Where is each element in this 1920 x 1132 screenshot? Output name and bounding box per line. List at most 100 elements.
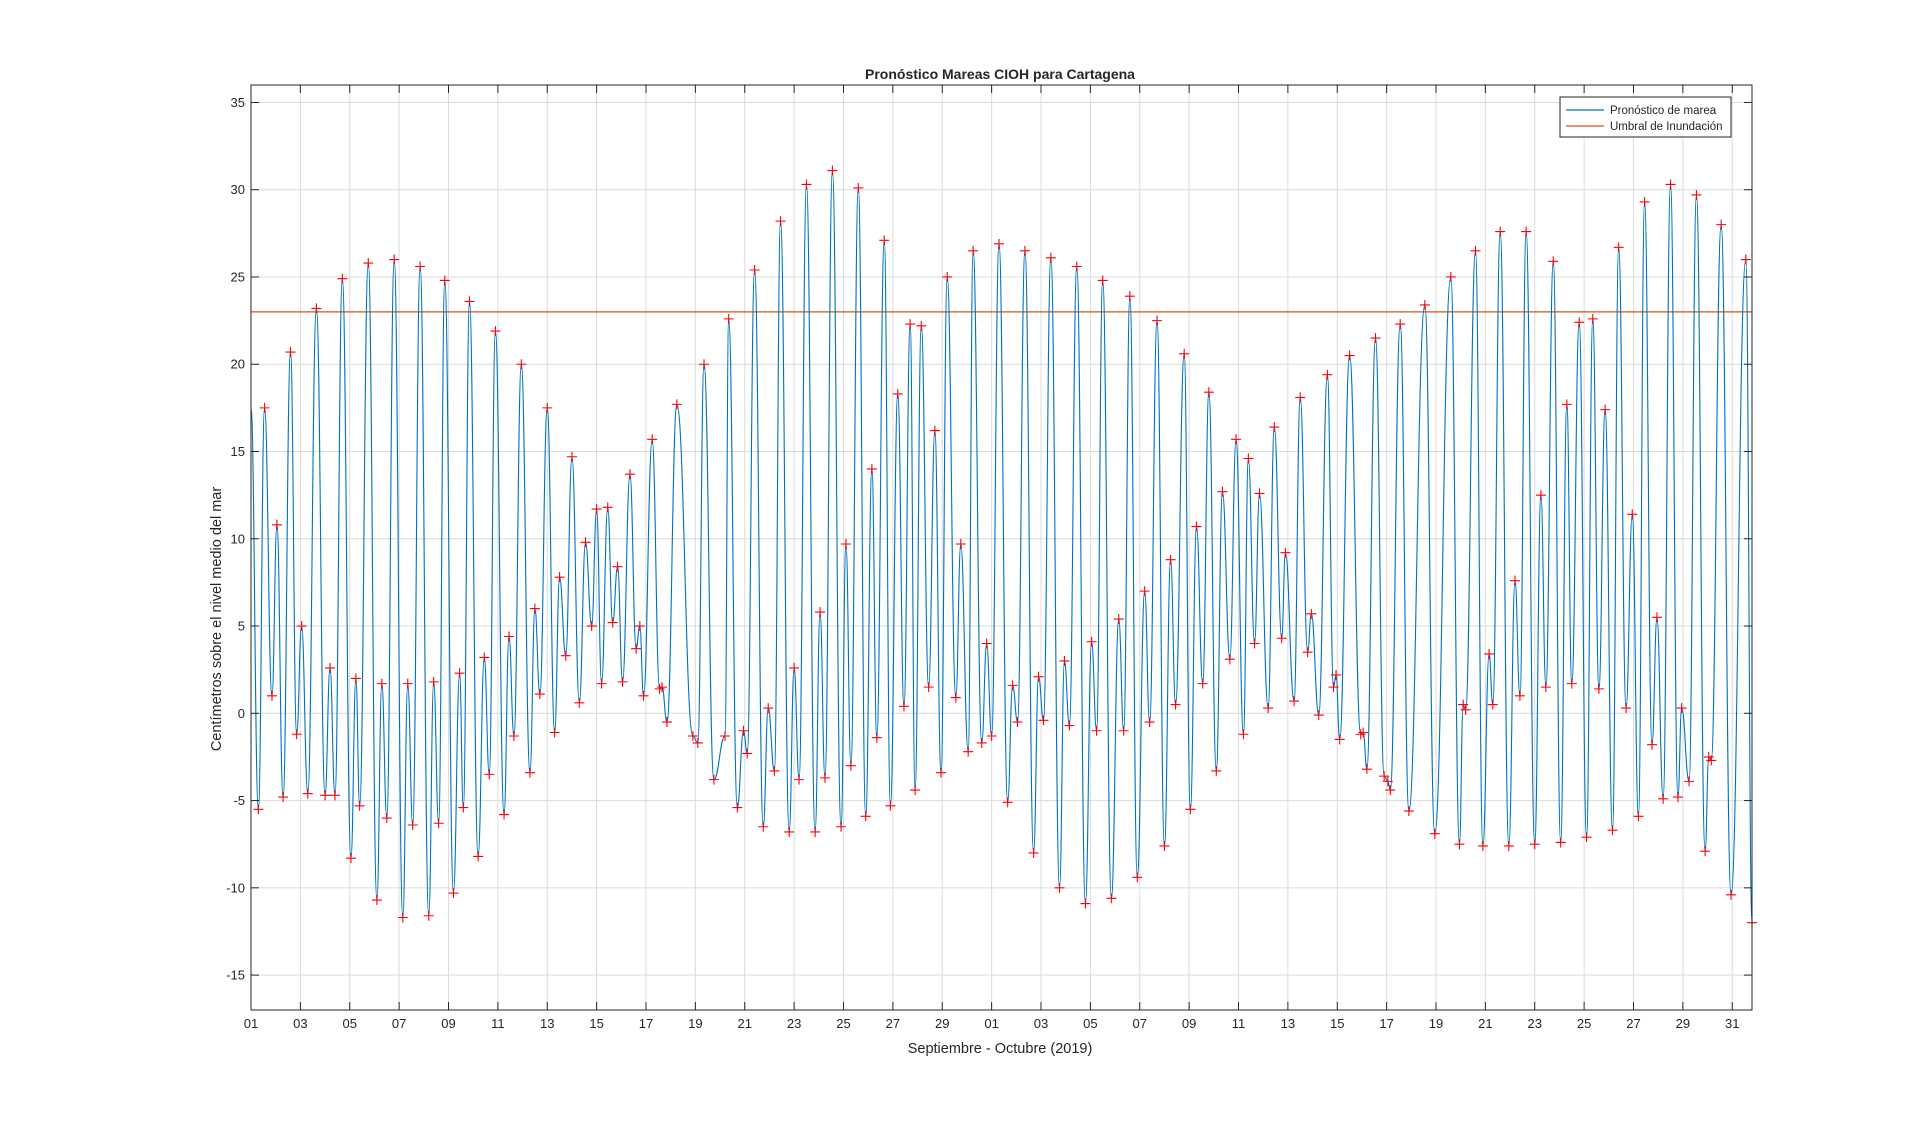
extremum-marker	[560, 650, 571, 661]
extremum-marker	[1132, 872, 1143, 883]
y-tick-label: -15	[226, 968, 245, 983]
extremum-marker	[1045, 252, 1056, 263]
extremum-marker	[1514, 690, 1525, 701]
extremum-marker	[1627, 509, 1638, 520]
extremum-marker	[1361, 764, 1372, 775]
extremum-marker	[1593, 683, 1604, 694]
x-tick-label: 23	[787, 1016, 801, 1031]
extremum-marker	[1238, 729, 1249, 740]
extremum-marker	[1249, 638, 1260, 649]
y-tick-label: 0	[238, 706, 245, 721]
extremum-marker	[1379, 771, 1390, 782]
extremum-marker	[596, 678, 607, 689]
extremum-marker	[591, 504, 602, 515]
extremum-marker	[1217, 486, 1228, 497]
extremum-marker	[866, 463, 877, 474]
extremum-marker	[1344, 350, 1355, 361]
extremum-marker	[692, 737, 703, 748]
extremum-marker	[1059, 655, 1070, 666]
x-tick-label: 13	[1281, 1016, 1295, 1031]
extremum-marker	[1529, 839, 1540, 850]
y-tick-label: 30	[231, 182, 245, 197]
extremum-marker	[397, 912, 408, 923]
extremum-marker	[363, 258, 374, 269]
extremum-marker	[1191, 521, 1202, 532]
extremum-marker	[291, 729, 302, 740]
extremum-marker	[1197, 678, 1208, 689]
extremum-marker	[1243, 453, 1254, 464]
extremum-marker	[1185, 804, 1196, 815]
extremum-marker	[942, 271, 953, 282]
extremum-marker	[484, 769, 495, 780]
x-tick-label: 01	[244, 1016, 258, 1031]
extremum-marker	[1607, 825, 1618, 836]
extremum-marker	[742, 748, 753, 759]
extremum-marker	[1334, 734, 1345, 745]
x-tick-label: 25	[836, 1016, 850, 1031]
extremum-marker	[586, 621, 597, 632]
x-tick-label: 31	[1725, 1016, 1739, 1031]
extremum-marker	[1152, 315, 1163, 326]
extremum-marker	[840, 539, 851, 550]
extremum-marker	[448, 888, 459, 899]
extremum-marker	[950, 692, 961, 703]
x-tick-label: 27	[1626, 1016, 1640, 1031]
extremum-marker	[1700, 846, 1711, 857]
extremum-marker	[554, 572, 565, 583]
extremum-marker	[574, 697, 585, 708]
extremum-marker	[1521, 226, 1532, 237]
extremum-marker	[1113, 614, 1124, 625]
extremum-marker	[1458, 699, 1469, 710]
extremum-marker	[1535, 490, 1546, 501]
tide-forecast-line	[250, 169, 1753, 924]
y-tick-label: -10	[226, 880, 245, 895]
x-tick-label: 07	[392, 1016, 406, 1031]
extremum-marker	[1487, 699, 1498, 710]
extremum-marker	[1019, 245, 1030, 256]
extremum-marker	[253, 804, 264, 815]
extremum-marker	[819, 772, 830, 783]
extremum-marker	[337, 273, 348, 284]
extremum-marker	[580, 537, 591, 548]
extremum-marker	[699, 359, 710, 370]
extremum-marker	[490, 326, 501, 337]
extremum-marker	[1639, 196, 1650, 207]
extremum-marker	[566, 451, 577, 462]
extremum-marker	[266, 690, 277, 701]
extremum-marker	[371, 895, 382, 906]
extremum-marker	[1370, 333, 1381, 344]
extremum-marker	[657, 682, 668, 693]
extremum-marker	[1561, 399, 1572, 410]
extremum-marker	[549, 727, 560, 738]
extremum-marker	[1144, 717, 1155, 728]
extremum-marker	[1706, 755, 1717, 766]
extremum-marker	[1540, 682, 1551, 693]
y-tick-label: 35	[231, 95, 245, 110]
extremum-marker	[1403, 806, 1414, 817]
x-tick-label: 27	[886, 1016, 900, 1031]
extremum-marker	[278, 792, 289, 803]
extremum-marker	[885, 800, 896, 811]
x-tick-label: 01	[984, 1016, 998, 1031]
extremum-marker	[1676, 703, 1687, 714]
extremum-marker	[1684, 776, 1695, 787]
x-tick-label: 09	[1182, 1016, 1196, 1031]
extremum-marker	[968, 245, 979, 256]
extremum-marker	[503, 631, 514, 642]
extremum-marker	[720, 730, 730, 741]
extremum-marker	[1658, 793, 1669, 804]
extremum-marker	[810, 826, 821, 837]
y-tick-label: -5	[233, 793, 245, 808]
extremum-marker	[516, 359, 527, 370]
x-tick-label: 13	[540, 1016, 554, 1031]
extremum-marker	[923, 682, 934, 693]
extremum-marker	[1587, 313, 1598, 324]
extremum-marker	[775, 216, 786, 227]
extremum-marker	[1028, 847, 1039, 858]
extremum-marker	[1211, 765, 1222, 776]
extremum-marker	[524, 767, 535, 778]
x-tick-label: 15	[1330, 1016, 1344, 1031]
extremum-marker	[1179, 348, 1190, 359]
extremum-marker	[1124, 291, 1135, 302]
